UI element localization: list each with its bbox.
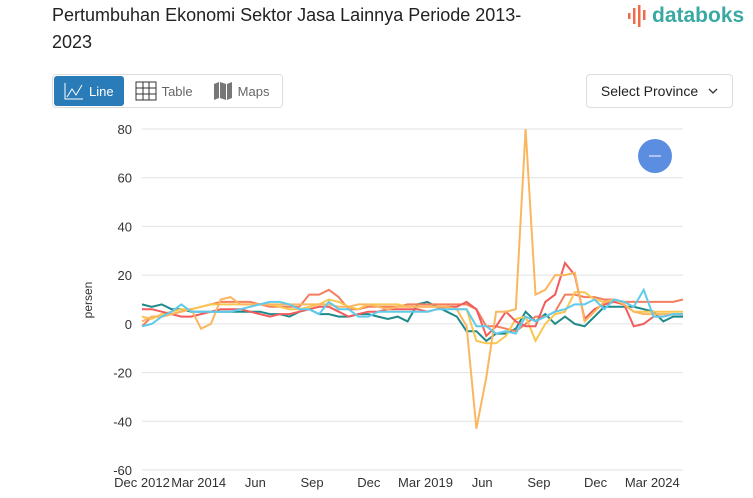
y-tick-label: 60: [118, 171, 132, 186]
y-tick-label: 80: [118, 122, 132, 137]
series-line-4: [141, 128, 683, 429]
x-tick-label: Mar 2019: [398, 475, 453, 490]
tab-table[interactable]: Table: [125, 75, 203, 107]
x-tick-label: Mar 2024: [625, 475, 680, 490]
y-tick-label: 40: [118, 219, 132, 234]
tab-line-label: Line: [89, 83, 114, 99]
chevron-down-icon: [708, 88, 718, 94]
map-icon: [213, 82, 232, 100]
province-select-label: Select Province: [600, 83, 699, 99]
province-select[interactable]: Select Province: [586, 74, 733, 108]
tab-line[interactable]: Line: [54, 76, 124, 106]
databoks-logo: databoks: [626, 4, 744, 28]
line-chart-icon: [64, 83, 83, 100]
chart-title: Pertumbuhan Ekonomi Sektor Jasa Lainnya …: [52, 5, 522, 52]
y-tick-label: -60: [113, 463, 132, 478]
x-tick-label: Mar 2014: [171, 475, 226, 490]
y-tick-label: -20: [113, 366, 132, 381]
x-tick-label: Dec: [584, 475, 608, 490]
x-tick-label: Sep: [527, 475, 550, 490]
x-tick-label: Sep: [301, 475, 324, 490]
y-tick-label: -40: [113, 414, 132, 429]
logo-bars-icon: [628, 5, 646, 27]
y-axis-label: persen: [81, 282, 95, 319]
series-line-3: [142, 260, 683, 338]
series-line-5: [141, 287, 683, 335]
x-tick-label: Jun: [245, 475, 266, 490]
table-icon: [135, 81, 157, 101]
y-tick-label: 0: [125, 317, 132, 332]
x-tick-label: Dec: [357, 475, 381, 490]
view-tabs: Line Table Maps: [52, 74, 283, 108]
x-tick-label: Dec 2012: [114, 475, 170, 490]
tab-table-label: Table: [161, 83, 193, 99]
logo-text: databoks: [652, 4, 745, 27]
tab-maps-label: Maps: [237, 83, 270, 99]
y-tick-label: 20: [118, 268, 132, 283]
x-tick-label: Jun: [472, 475, 493, 490]
tab-maps[interactable]: Maps: [203, 75, 280, 107]
